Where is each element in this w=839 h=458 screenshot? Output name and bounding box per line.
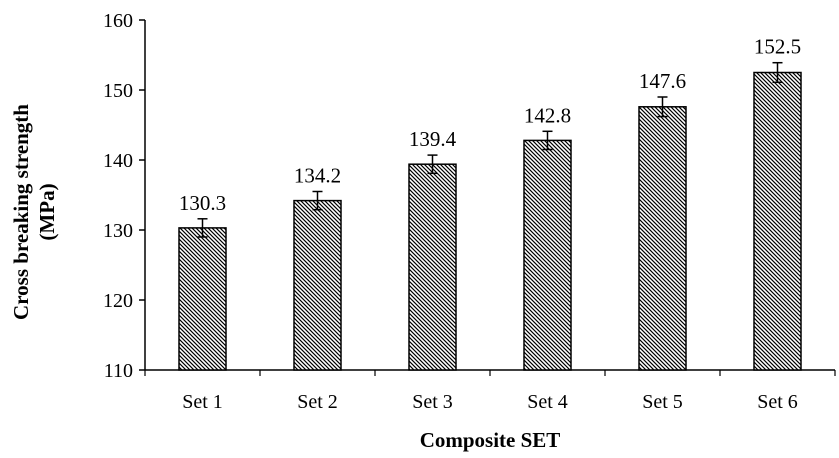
- x-tick-label: Set 3: [412, 391, 453, 413]
- y-tick-label: 110: [104, 360, 133, 382]
- y-axis-title-line-2: (MPa): [35, 183, 59, 240]
- x-tick-label: Set 2: [297, 391, 338, 413]
- x-tick-label: Set 4: [527, 391, 568, 413]
- x-tick-label: Set 1: [182, 391, 223, 413]
- y-tick-label: 160: [103, 10, 133, 32]
- bar: [753, 71, 802, 371]
- data-label: 130.3: [179, 191, 226, 215]
- bar: [408, 163, 457, 371]
- data-label: 152.5: [754, 35, 801, 59]
- bar: [638, 106, 687, 371]
- data-label: 147.6: [639, 69, 686, 93]
- bar: [523, 139, 572, 371]
- y-tick-label: 140: [103, 150, 133, 172]
- bar: [178, 227, 227, 371]
- y-axis-title-line-1: Cross breaking strength: [9, 104, 33, 320]
- data-label: 142.8: [524, 103, 571, 127]
- y-axis-title: Cross breaking strength (MPa): [9, 104, 59, 320]
- data-label: 139.4: [409, 127, 457, 151]
- x-axis-title: Composite SET: [420, 428, 561, 452]
- x-tick-label: Set 6: [757, 391, 798, 413]
- y-tick-label: 130: [103, 220, 133, 242]
- data-label: 134.2: [294, 164, 341, 188]
- plot-area: 110 120 130 140 150 160 130.3 Set 1 134.2 Set 2 13…: [103, 10, 836, 413]
- x-tick-label: Set 5: [642, 391, 683, 413]
- y-tick-label: 120: [103, 290, 133, 312]
- y-tick-label: 150: [103, 80, 133, 102]
- bar: [293, 199, 342, 371]
